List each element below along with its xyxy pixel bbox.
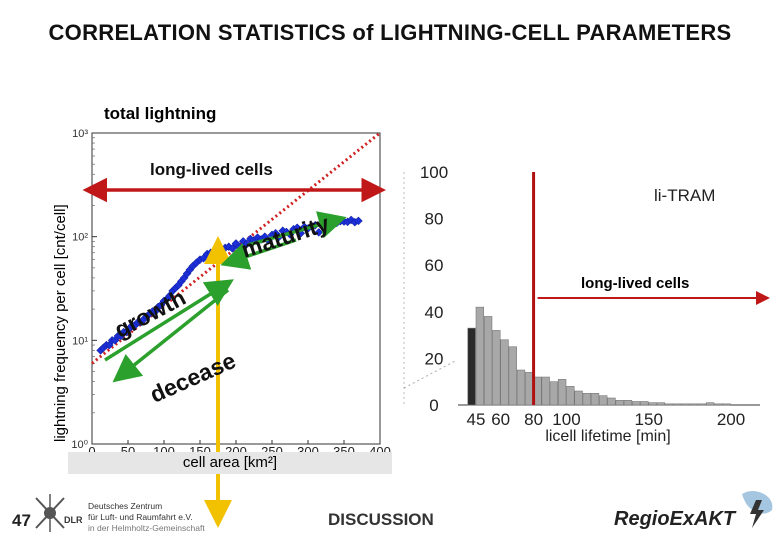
- data-point: [354, 216, 363, 226]
- histogram-bar: [549, 381, 559, 406]
- right-y-tick-label: 80: [425, 210, 444, 229]
- regio-logo-icon: [742, 491, 773, 528]
- histogram-bar: [681, 403, 690, 406]
- slide-title: CORRELATION STATISTICS of LIGHTNING-CELL…: [48, 20, 732, 45]
- dlr-logo-line-2: für Luft- und Raumfahrt e.V.: [88, 512, 193, 522]
- right-x-tick-label: 60: [491, 410, 510, 429]
- histogram-bar: [516, 369, 526, 406]
- histogram-bar: [640, 401, 649, 406]
- histogram-bar: [566, 386, 575, 406]
- histogram-bar: [689, 403, 698, 406]
- page-number: 47: [12, 511, 31, 530]
- right-histogram-chart: 0 20 40 60 80 100 45 60 80 100 150 200 licell lifeti…: [403, 156, 770, 445]
- histogram-bar: [525, 372, 534, 406]
- y-tick-label: 10⁰: [71, 439, 88, 451]
- histogram-bar: [599, 395, 608, 406]
- right-y-tick-label: 60: [425, 256, 444, 275]
- histogram-bar: [664, 403, 674, 406]
- histogram-bar: [475, 306, 485, 406]
- histogram-bar: [483, 316, 493, 406]
- histogram-bar: [607, 397, 616, 406]
- dlr-logo-line-3: in der Helmholtz-Gemeinschaft: [88, 523, 205, 533]
- histogram-bar: [714, 403, 723, 406]
- histogram-bar: [557, 379, 567, 406]
- x-tick-label: 0: [88, 444, 95, 459]
- histogram-bar: [590, 393, 600, 406]
- right-y-tick-label: 100: [420, 163, 448, 182]
- histogram-bar: [656, 402, 665, 406]
- histogram-bar: [500, 339, 509, 406]
- growth-arrow: [104, 279, 234, 362]
- histogram-bar: [673, 403, 682, 406]
- maturity-arrow-back: [220, 238, 297, 270]
- left-chart-subtitle: total lightning: [104, 104, 217, 123]
- histogram-bar: [582, 393, 591, 406]
- dlr-logo-abbr: DLR: [64, 515, 83, 525]
- histogram-bar: [492, 330, 501, 406]
- right-x-axis-label: licell lifetime [min]: [545, 428, 670, 445]
- right-long-lived-label: long-lived cells: [581, 275, 690, 292]
- histogram-bar: [574, 390, 583, 406]
- right-x-tick-label: 200: [717, 410, 745, 429]
- right-x-tick-label: 100: [552, 410, 580, 429]
- footer-graphics: [35, 491, 773, 532]
- maturity-arrow: [247, 211, 347, 247]
- right-x-tick-label: 150: [635, 410, 663, 429]
- histogram-bar: [541, 376, 550, 406]
- right-y-tick-label: 20: [425, 349, 444, 368]
- histogram-bar: [697, 403, 707, 406]
- y-tick-label: 10¹: [72, 335, 88, 347]
- histogram-bar: [508, 346, 517, 406]
- y-tick-label: 10²: [72, 232, 88, 244]
- histogram-bar: [631, 401, 641, 406]
- left-x-axis-label: cell area [km²]: [182, 454, 278, 471]
- histogram-bar: [623, 400, 633, 406]
- decease-arrow: [112, 288, 230, 383]
- dlr-logo-line-1: Deutsches Zentrum: [88, 501, 163, 511]
- left-x-axis-label-box: cell area [km²]: [68, 452, 392, 474]
- right-y-tick-label: 0: [429, 396, 438, 415]
- footer-right-logo: RegioExAKT: [614, 508, 736, 530]
- right-chart-title: li-TRAM: [654, 186, 716, 205]
- right-x-tick-label: 80: [524, 410, 543, 429]
- left-scatter-chart: 05010015020025030035040010⁰10¹10²10³: [71, 128, 391, 528]
- dlr-logo-text: Deutsches Zentrum für Luft- und Raumfahr…: [88, 501, 205, 534]
- histogram-bar: [648, 402, 657, 406]
- left-y-axis-label: lightning frequency per cell [cnt/cell]: [52, 204, 69, 442]
- footer-section-label: DISCUSSION: [328, 510, 434, 529]
- dlr-logo: [35, 494, 65, 532]
- histogram-bar: [706, 402, 715, 406]
- right-x-tick-label: 45: [467, 410, 486, 429]
- histogram-bar: [722, 403, 731, 406]
- histogram-bar: [615, 400, 624, 406]
- right-y-tick-label: 40: [425, 303, 444, 322]
- y-tick-label: 10³: [72, 128, 88, 140]
- histogram-bar: [467, 327, 476, 406]
- left-long-lived-label: long-lived cells: [150, 160, 273, 179]
